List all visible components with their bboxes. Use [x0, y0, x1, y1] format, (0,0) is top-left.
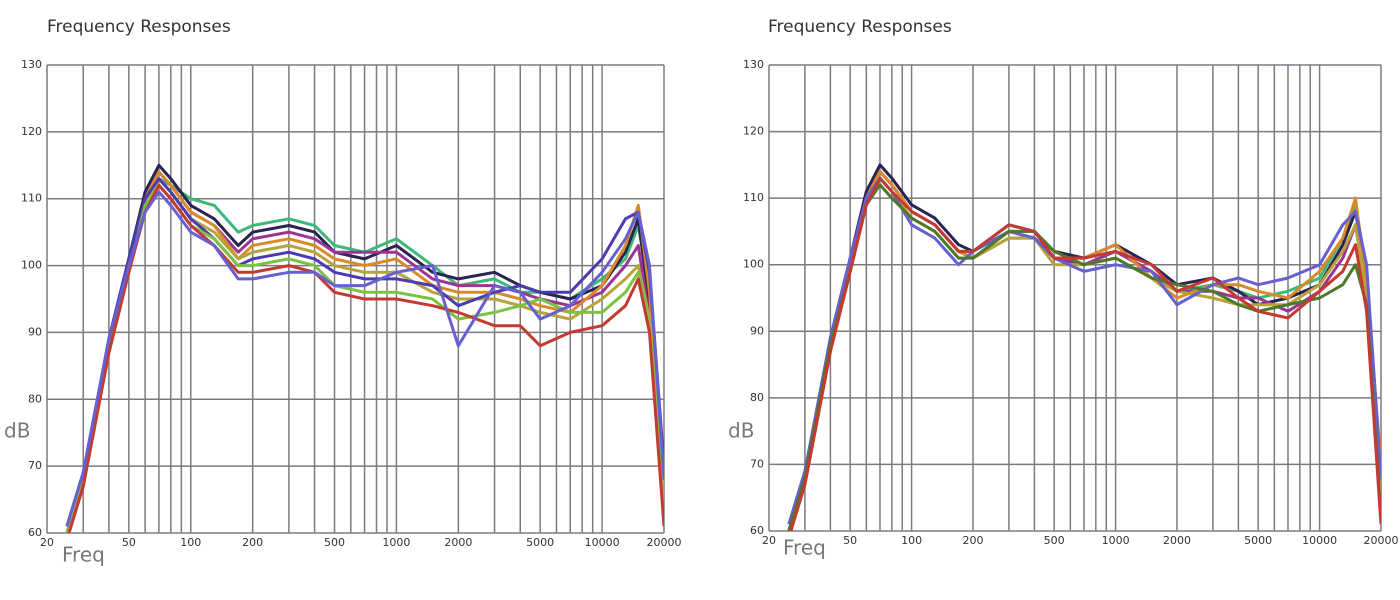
x-tick-label: 200 — [963, 534, 984, 547]
series-line — [787, 163, 1381, 531]
y-axis-label: dB — [4, 419, 30, 443]
x-tick-label: 2000 — [1163, 534, 1191, 547]
x-tick-label: 100 — [901, 534, 922, 547]
y-tick-label: 70 — [28, 459, 42, 472]
series-line — [787, 170, 1381, 531]
x-axis-label: Freq — [62, 543, 105, 567]
chart-title: Frequency Responses — [47, 17, 231, 37]
y-tick-label: 130 — [743, 58, 764, 71]
x-tick-label: 500 — [324, 536, 345, 549]
series-line — [789, 176, 1381, 531]
series-line — [67, 183, 664, 533]
series-line — [787, 183, 1381, 531]
series-line — [65, 177, 664, 527]
y-tick-label: 90 — [28, 325, 42, 338]
y-tick-label: 60 — [750, 524, 764, 537]
x-tick-label: 10000 — [585, 536, 620, 549]
x-tick-label: 10000 — [1302, 534, 1337, 547]
x-tick-label: 20000 — [1364, 534, 1399, 547]
series-line — [65, 183, 664, 533]
series-line — [65, 177, 664, 533]
y-tick-label: 110 — [743, 191, 764, 204]
x-tick-label: 20 — [762, 534, 776, 547]
series-line — [787, 176, 1381, 525]
chart-title: Frequency Responses — [768, 17, 952, 37]
series-line — [67, 177, 664, 533]
series-line — [65, 190, 664, 527]
x-tick-label: 20000 — [647, 536, 682, 549]
y-tick-label: 70 — [750, 457, 764, 470]
y-tick-label: 120 — [21, 125, 42, 138]
series-line — [789, 176, 1381, 531]
x-tick-label: 1000 — [1102, 534, 1130, 547]
x-tick-label: 5000 — [1244, 534, 1272, 547]
x-tick-label: 1000 — [382, 536, 410, 549]
y-axis-label: dB — [728, 419, 754, 443]
series-line — [65, 170, 664, 533]
x-tick-label: 5000 — [526, 536, 554, 549]
y-tick-label: 100 — [743, 258, 764, 271]
x-tick-label: 20 — [40, 536, 54, 549]
x-tick-label: 500 — [1044, 534, 1065, 547]
y-tick-label: 80 — [28, 392, 42, 405]
series-line — [65, 163, 664, 533]
y-tick-label: 60 — [28, 526, 42, 539]
y-tick-label: 130 — [21, 58, 42, 71]
x-tick-label: 200 — [242, 536, 263, 549]
x-tick-label: 50 — [122, 536, 136, 549]
x-tick-label: 100 — [180, 536, 201, 549]
series-line — [67, 170, 664, 533]
y-tick-label: 110 — [21, 192, 42, 205]
y-tick-label: 80 — [750, 391, 764, 404]
y-tick-label: 90 — [750, 324, 764, 337]
x-axis-label: Freq — [783, 536, 826, 560]
series-line — [789, 170, 1381, 531]
series-line — [787, 170, 1381, 531]
x-tick-label: 50 — [843, 534, 857, 547]
y-tick-label: 100 — [21, 259, 42, 272]
y-tick-label: 120 — [743, 125, 764, 138]
x-tick-label: 2000 — [444, 536, 472, 549]
